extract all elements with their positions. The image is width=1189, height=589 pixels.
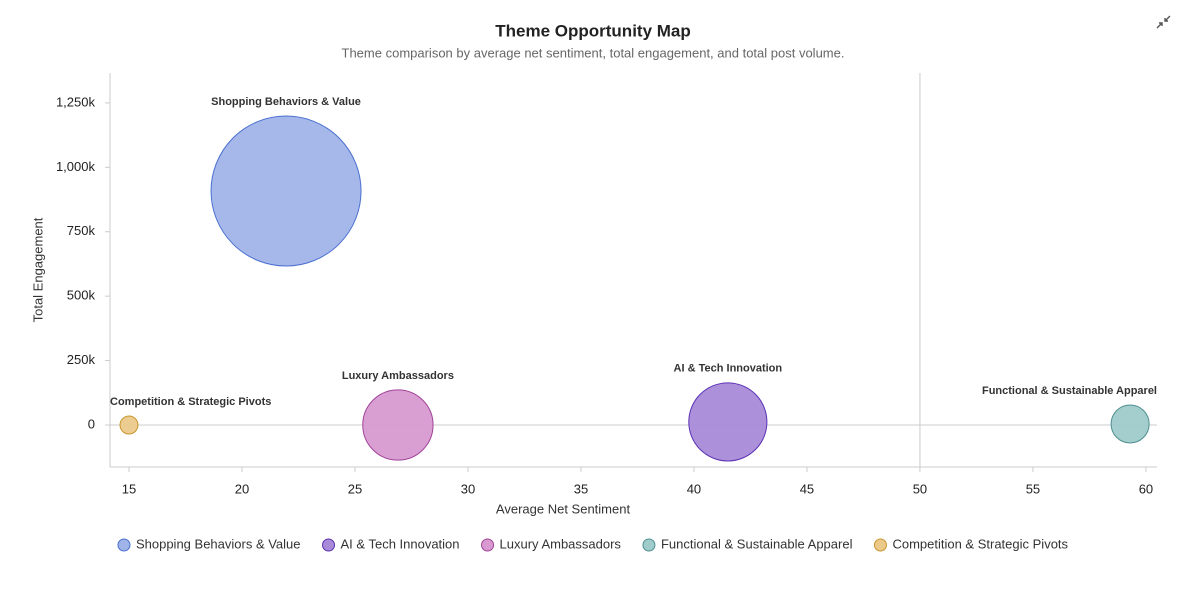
legend-marker	[481, 538, 495, 552]
bubble	[1110, 404, 1150, 444]
x-tick-label: 20	[235, 481, 249, 496]
x-tick-label: 25	[348, 481, 362, 496]
legend-marker	[117, 538, 131, 552]
x-tick-label: 40	[687, 481, 701, 496]
x-tick-label: 45	[800, 481, 814, 496]
data-label: Competition & Strategic Pivots	[110, 396, 271, 408]
chart-title: Theme Opportunity Map	[495, 21, 691, 40]
y-tick-label: 500k	[67, 288, 96, 303]
x-tick-label: 15	[122, 481, 136, 496]
y-tick-label: 0	[88, 416, 95, 431]
x-tick-label: 55	[1026, 481, 1040, 496]
y-tick-label: 750k	[67, 223, 96, 238]
legend-label: Competition & Strategic Pivots	[892, 536, 1068, 551]
bubble	[210, 115, 362, 267]
legend-label: Shopping Behaviors & Value	[136, 536, 301, 551]
data-label: Shopping Behaviors & Value	[211, 96, 361, 108]
bubble	[119, 415, 139, 435]
legend-label: Functional & Sustainable Apparel	[661, 536, 853, 551]
legend-label: Luxury Ambassadors	[500, 536, 622, 551]
y-axis-label: Total Engagement	[30, 217, 45, 322]
legend-marker	[642, 538, 656, 552]
legend-marker	[322, 538, 336, 552]
bubble	[688, 382, 768, 462]
legend-marker	[873, 538, 887, 552]
data-label: AI & Tech Innovation	[674, 363, 783, 375]
y-tick-label: 1,250k	[56, 94, 96, 109]
data-label: Functional & Sustainable Apparel	[982, 385, 1157, 397]
x-axis-label: Average Net Sentiment	[496, 501, 631, 516]
data-label: Luxury Ambassadors	[342, 370, 454, 382]
x-tick-label: 60	[1139, 481, 1153, 496]
chart-subtitle: Theme comparison by average net sentimen…	[342, 45, 845, 60]
y-tick-label: 1,000k	[56, 159, 96, 174]
x-tick-label: 30	[461, 481, 475, 496]
legend-label: AI & Tech Innovation	[341, 536, 460, 551]
x-tick-label: 50	[913, 481, 927, 496]
x-tick-label: 35	[574, 481, 588, 496]
y-tick-label: 250k	[67, 352, 96, 367]
collapse-icon[interactable]	[1156, 15, 1171, 29]
bubble	[362, 389, 434, 461]
